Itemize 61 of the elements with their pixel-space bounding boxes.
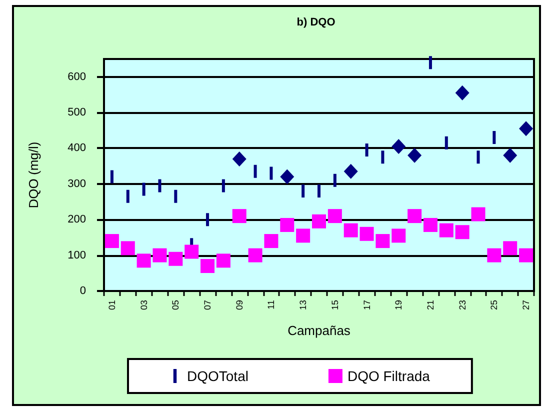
point bbox=[360, 226, 374, 241]
legend-label: DQOTotal bbox=[187, 368, 248, 384]
point bbox=[344, 164, 358, 179]
point bbox=[120, 241, 135, 256]
y-tick-label: 400 bbox=[68, 142, 86, 154]
x-tick-label: 21 bbox=[425, 300, 436, 310]
y-tick-label: 300 bbox=[68, 178, 86, 190]
y-tick-label: 500 bbox=[68, 106, 86, 119]
point bbox=[392, 228, 406, 243]
point bbox=[519, 121, 534, 136]
point bbox=[487, 248, 502, 262]
point bbox=[296, 228, 310, 243]
point bbox=[455, 85, 470, 100]
x-tick-label: 07 bbox=[202, 300, 213, 310]
point bbox=[312, 214, 326, 228]
point bbox=[455, 225, 470, 240]
point bbox=[152, 248, 167, 262]
x-tick-label: 25 bbox=[489, 300, 500, 310]
point bbox=[264, 234, 278, 248]
legend-label: DQO Filtrada bbox=[347, 368, 430, 384]
point bbox=[168, 252, 183, 266]
point bbox=[471, 207, 486, 222]
x-tick-label: 13 bbox=[298, 300, 308, 310]
chart-title: b) DQO bbox=[296, 16, 336, 28]
y-tick-label: 100 bbox=[68, 249, 86, 262]
point bbox=[519, 248, 534, 262]
x-tick-label: 09 bbox=[234, 300, 244, 310]
point bbox=[248, 248, 262, 262]
y-tick-label: 200 bbox=[68, 214, 86, 226]
point bbox=[136, 254, 151, 268]
y-tick-label: 600 bbox=[68, 70, 86, 83]
x-axis-title: Campañas bbox=[288, 323, 351, 338]
x-tick-label: 27 bbox=[521, 300, 532, 310]
x-tick-label: 01 bbox=[106, 300, 117, 310]
y-axis-title: DQO (mg/l) bbox=[26, 142, 41, 208]
point bbox=[423, 218, 438, 232]
point bbox=[328, 209, 342, 224]
x-tick-label: 03 bbox=[138, 300, 149, 310]
x-tick-label: 05 bbox=[170, 300, 181, 310]
point bbox=[216, 254, 230, 268]
point bbox=[408, 209, 422, 224]
x-tick-label: 11 bbox=[266, 300, 276, 310]
point bbox=[104, 234, 119, 248]
point bbox=[503, 148, 518, 163]
x-tick-label: 17 bbox=[362, 300, 372, 310]
point bbox=[184, 244, 199, 259]
point bbox=[392, 138, 406, 154]
point bbox=[408, 148, 422, 163]
point bbox=[200, 259, 215, 274]
point bbox=[280, 218, 294, 232]
point bbox=[344, 223, 358, 238]
point bbox=[232, 209, 246, 224]
x-tick-label: 23 bbox=[457, 300, 468, 310]
x-tick-label: 19 bbox=[394, 300, 404, 310]
x-tick-label: 15 bbox=[330, 300, 340, 310]
point bbox=[280, 169, 294, 184]
point bbox=[439, 223, 454, 238]
point bbox=[376, 234, 390, 248]
y-tick-label: 0 bbox=[80, 285, 86, 297]
point bbox=[232, 151, 246, 166]
point bbox=[503, 241, 518, 256]
